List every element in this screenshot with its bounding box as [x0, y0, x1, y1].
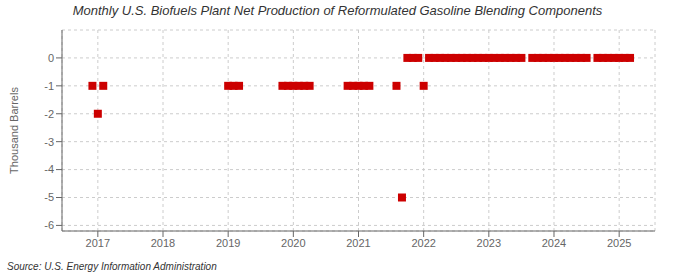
svg-text:-1: -1: [44, 80, 54, 92]
svg-text:2019: 2019: [216, 237, 240, 249]
svg-text:-6: -6: [44, 219, 54, 231]
svg-text:-3: -3: [44, 136, 54, 148]
svg-text:0: 0: [48, 52, 54, 64]
svg-text:2025: 2025: [607, 237, 631, 249]
svg-text:2022: 2022: [411, 237, 435, 249]
svg-text:2024: 2024: [542, 237, 566, 249]
html-text:Monthly U.S. Biofuels Plant Ne: Monthly U.S. Biofuels Plant Net Producti…: [72, 3, 603, 18]
svg-text:2018: 2018: [151, 237, 175, 249]
svg-text:2020: 2020: [281, 237, 305, 249]
svg-text:-2: -2: [44, 108, 54, 120]
html-text:Source: U.S. Energy Informatio: Source: U.S. Energy Information Administ…: [7, 261, 217, 272]
svg-text:2017: 2017: [86, 237, 110, 249]
svg-text:-5: -5: [44, 191, 54, 203]
svg-text:2021: 2021: [346, 237, 370, 249]
svg-text:-4: -4: [44, 163, 54, 175]
svg-text:Thousand Barrels: Thousand Barrels: [8, 87, 20, 174]
svg-text:2023: 2023: [477, 237, 501, 249]
